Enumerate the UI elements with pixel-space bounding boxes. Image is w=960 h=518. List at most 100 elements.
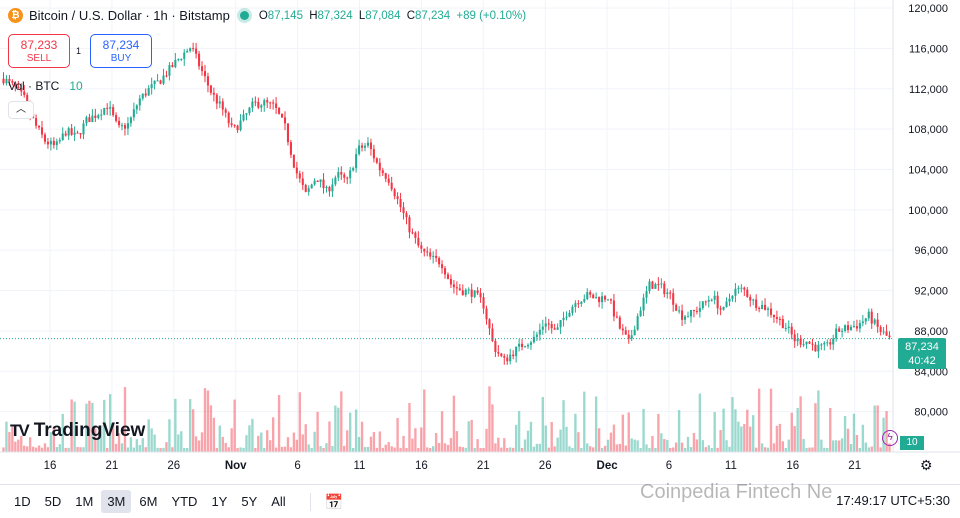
candle-body — [38, 125, 41, 128]
sell-button[interactable]: 87,233 SELL — [8, 34, 70, 68]
volume-bar — [165, 442, 168, 452]
volume-bar — [793, 426, 796, 452]
volume-legend[interactable]: Vol · BTC 10 — [8, 79, 83, 93]
volume-bar — [283, 446, 287, 452]
candle-body — [369, 142, 372, 150]
price-chart[interactable]: 80,00084,00088,00092,00096,000100,000104… — [0, 0, 960, 484]
y-tick-label: 80,000 — [914, 407, 948, 419]
volume-bar — [180, 431, 183, 452]
volume-bar — [230, 428, 233, 452]
lightning-icon[interactable]: ϟ — [882, 430, 898, 446]
volume-bar — [43, 443, 47, 452]
candle-body — [417, 237, 420, 246]
candle-body — [295, 167, 298, 174]
candle-body — [586, 292, 589, 300]
volume-bar — [639, 447, 642, 452]
candle-body — [689, 309, 693, 317]
candle-body — [153, 80, 156, 85]
candle-body — [443, 268, 447, 275]
volume-bar — [91, 402, 94, 452]
volume-bar — [177, 434, 180, 452]
candle-body — [844, 325, 847, 331]
candle-body — [805, 341, 808, 345]
volume-bar — [550, 422, 553, 452]
candle-body — [203, 71, 207, 77]
volume-bar — [811, 447, 814, 452]
volume-bars — [2, 386, 891, 452]
volume-bar — [197, 440, 201, 452]
candle-body — [5, 78, 8, 84]
y-tick-label: 108,000 — [908, 124, 948, 136]
candle-body — [147, 88, 150, 96]
candle-body — [669, 292, 672, 294]
volume-bar — [870, 446, 873, 452]
volume-bar — [589, 446, 592, 452]
candle-body — [589, 292, 592, 295]
symbol-title[interactable]: Bitcoin / U.S. Dollar · 1h · Bitstamp — [29, 8, 230, 23]
tradingview-logo[interactable]: TV TradingView — [10, 420, 145, 442]
volume-bar — [144, 447, 147, 452]
volume-bar — [680, 442, 684, 452]
volume-bar — [257, 435, 260, 452]
candle-body — [236, 125, 239, 131]
calendar-icon[interactable]: 📅 — [309, 492, 343, 511]
volume-bar — [597, 428, 601, 452]
volume-bar — [837, 440, 841, 452]
range-button-1y[interactable]: 1Y — [211, 494, 228, 509]
range-button-5y[interactable]: 5Y — [241, 494, 258, 509]
volume-bar — [417, 447, 420, 452]
settings-gear-icon[interactable]: ⚙ — [920, 457, 933, 473]
candle-body — [195, 48, 198, 54]
volume-bar — [52, 427, 56, 452]
range-button-3m[interactable]: 3M — [101, 490, 132, 513]
volume-bar — [88, 400, 91, 452]
utc-clock[interactable]: 17:49:17 UTC+5:30 — [836, 493, 950, 508]
candle-body — [14, 82, 17, 87]
volume-bar — [695, 439, 699, 452]
candle-body — [248, 107, 251, 114]
volume-bar — [156, 447, 159, 452]
volume-bar — [171, 447, 174, 452]
range-button-1d[interactable]: 1D — [14, 494, 31, 509]
candle-body — [648, 281, 651, 292]
symbol-header[interactable]: ₿ Bitcoin / U.S. Dollar · 1h · Bitstamp … — [8, 8, 529, 23]
buy-button[interactable]: 87,234 BUY — [90, 34, 152, 68]
volume-bar — [440, 411, 444, 452]
candle-body — [120, 125, 124, 127]
candle-body — [811, 343, 814, 345]
volume-bar — [76, 447, 79, 452]
candle-body — [396, 196, 399, 200]
volume-bar — [648, 447, 651, 452]
volume-bar — [876, 405, 879, 452]
volume-bar — [772, 443, 776, 452]
volume-bar — [236, 447, 239, 452]
volume-bar — [879, 447, 882, 452]
candle-body — [713, 295, 716, 300]
x-tick-label: 11 — [354, 460, 366, 472]
candle-body — [793, 334, 796, 342]
candle-body — [455, 287, 458, 289]
range-button-6m[interactable]: 6M — [139, 494, 158, 509]
volume-bar — [737, 421, 740, 452]
range-button-ytd[interactable]: YTD — [171, 494, 198, 509]
range-button-5d[interactable]: 5D — [44, 494, 62, 509]
price-axis: 80,00084,00088,00092,00096,000100,000104… — [892, 0, 960, 484]
volume-bar — [855, 434, 859, 452]
volume-bar — [577, 432, 580, 452]
collapse-legend-button[interactable]: ︿ — [8, 101, 34, 119]
candle-body — [764, 304, 767, 310]
volume-bar — [360, 421, 364, 452]
volume-bar — [547, 447, 550, 452]
volume-bar — [506, 447, 509, 452]
range-button-all[interactable]: All — [271, 494, 286, 509]
volume-bar — [710, 447, 713, 452]
volume-bar — [316, 411, 319, 452]
candle-body — [663, 283, 666, 295]
candle-body — [752, 299, 755, 301]
range-button-1m[interactable]: 1M — [75, 494, 94, 509]
volume-bar — [34, 447, 38, 452]
candle-body — [494, 340, 497, 353]
volume-bar — [153, 434, 156, 452]
volume-bar — [40, 447, 44, 452]
volume-bar — [630, 438, 633, 452]
